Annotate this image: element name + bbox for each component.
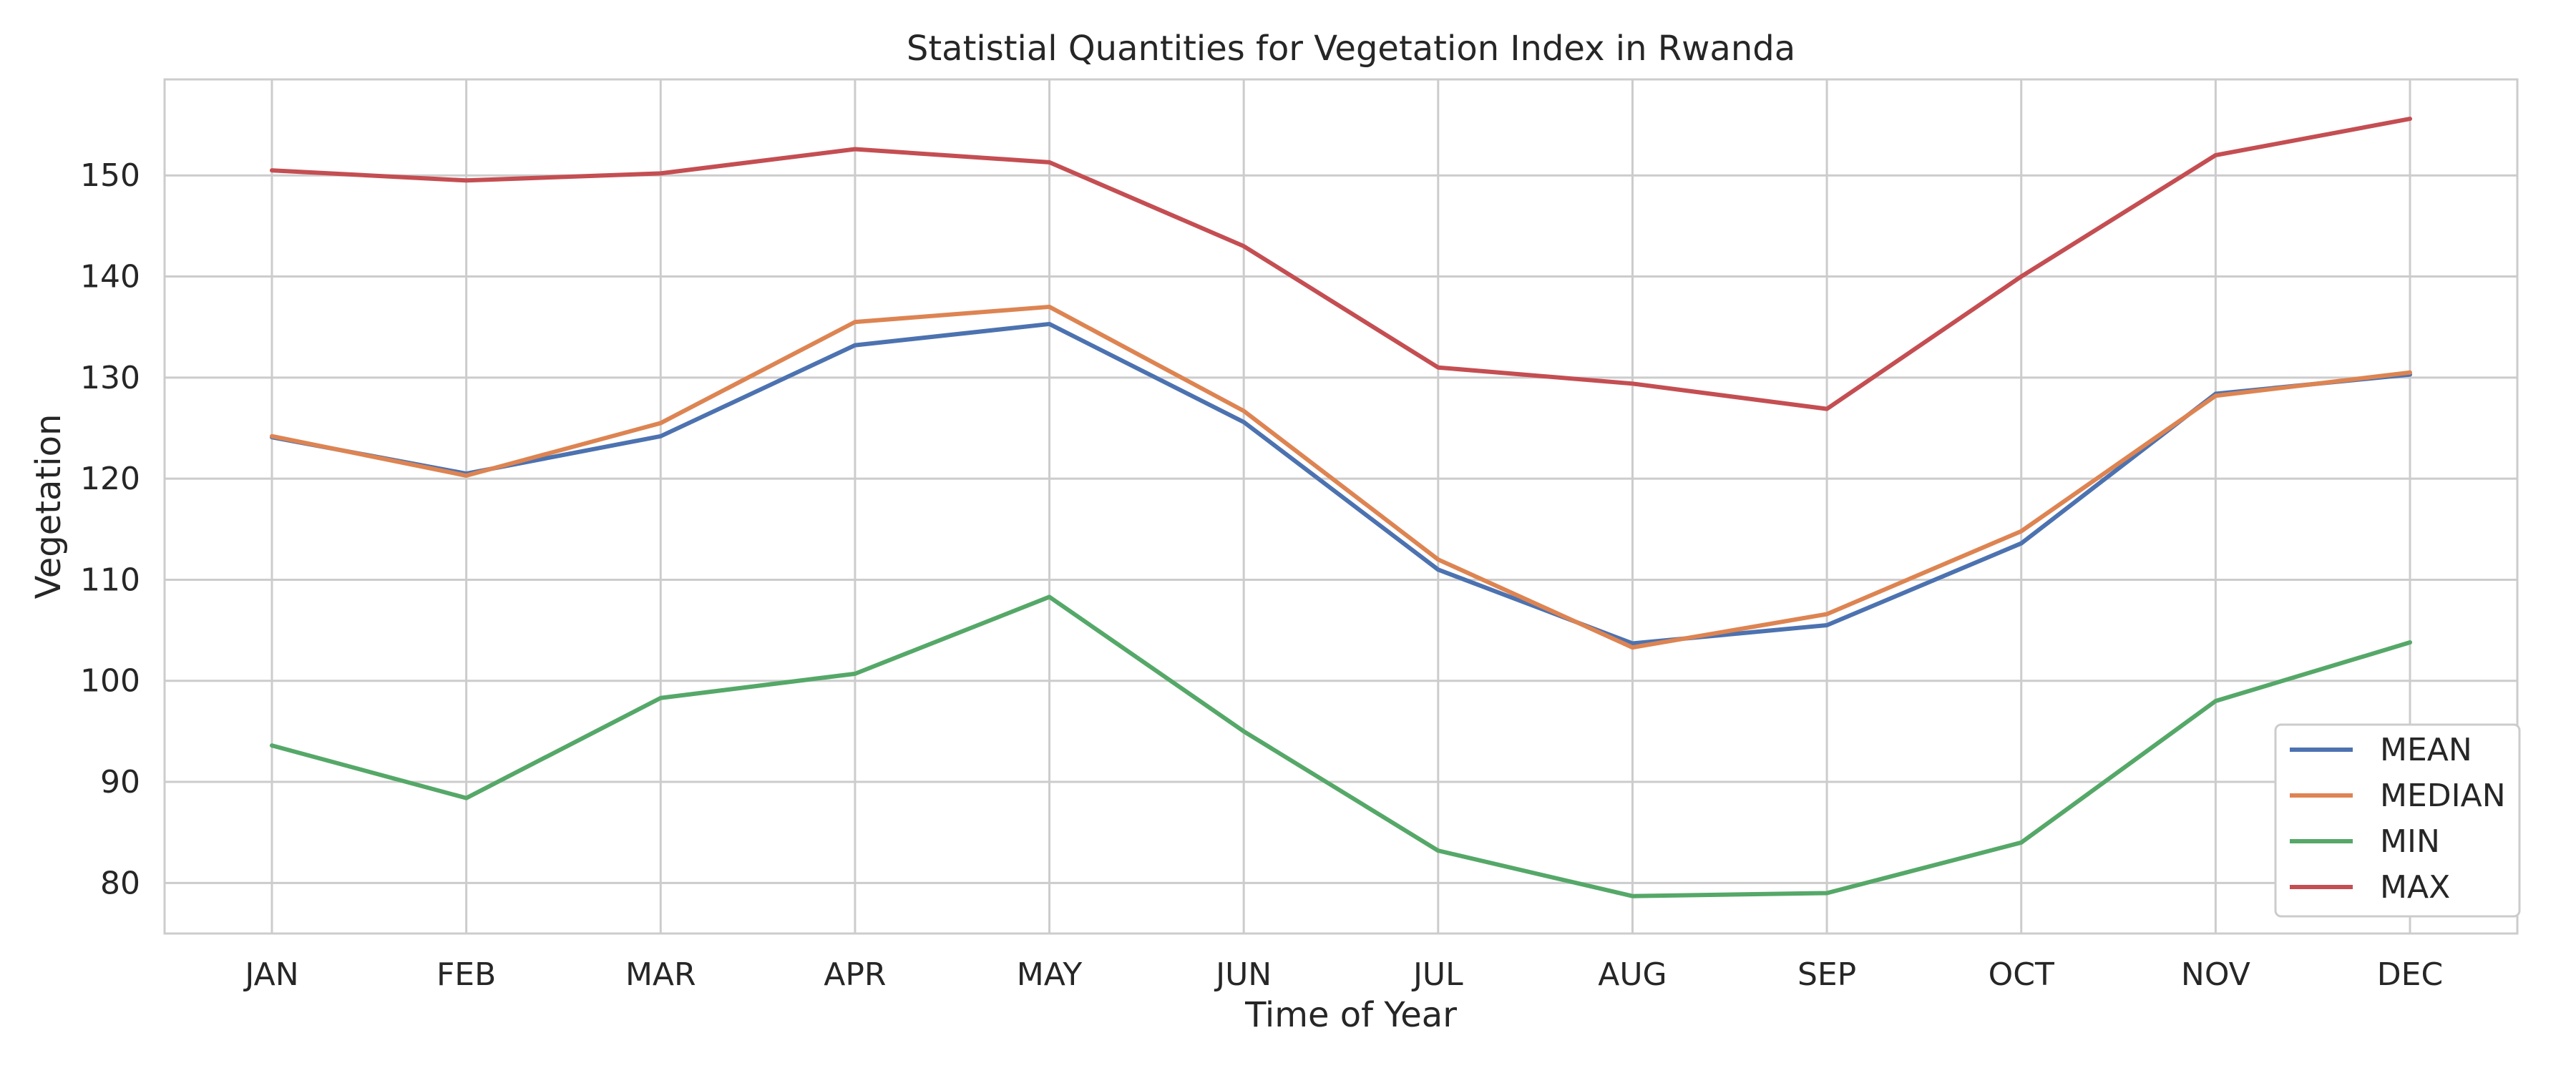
- legend-items: MEAN MEDIAN MIN MAX: [2290, 732, 2506, 906]
- legend-label: MEAN: [2380, 732, 2472, 768]
- y-tick-label: 80: [100, 865, 140, 901]
- x-tick-label: OCT: [1989, 956, 2054, 993]
- x-tick-label: DEC: [2377, 956, 2443, 993]
- legend-label: MIN: [2380, 823, 2440, 860]
- x-tick-label: JUL: [1411, 956, 1463, 993]
- x-tick-label: MAR: [625, 956, 696, 993]
- y-tick-label: 90: [100, 764, 140, 800]
- y-tick-label: 130: [80, 360, 140, 396]
- y-tick-label: 110: [80, 562, 140, 598]
- plot-frame: [163, 78, 2519, 935]
- y-tick-label: 120: [80, 461, 140, 497]
- series-line-median: [270, 304, 2412, 650]
- y-tick-label: 150: [80, 157, 140, 194]
- tick-layer: JAN FEB MAR APR MAY JUN JUL AUG SEP OCT NOV DEC 80 90…: [80, 157, 2443, 993]
- grid-layer: [165, 79, 2517, 934]
- chart-title: Statistial Quantities for Vegetation Ind…: [907, 29, 1795, 69]
- x-tick-label: MAY: [1017, 956, 1083, 993]
- x-tick-label: SEP: [1797, 956, 1856, 993]
- series-line-mean: [270, 321, 2412, 646]
- y-tick-label: 140: [80, 259, 140, 295]
- x-tick-label: APR: [824, 956, 886, 993]
- legend: MEAN MEDIAN MIN MAX: [2274, 723, 2521, 918]
- series-line-max: [270, 117, 2412, 411]
- x-tick-label: FEB: [436, 956, 496, 993]
- legend-box: [2274, 723, 2521, 918]
- x-tick-label: AUG: [1598, 956, 1667, 993]
- y-tick-label: 100: [80, 663, 140, 700]
- x-tick-label: JAN: [243, 956, 298, 993]
- series-line-min: [270, 594, 2412, 898]
- x-tick-label: JUN: [1214, 956, 1272, 993]
- x-tick-label: NOV: [2181, 956, 2250, 993]
- series-layer: [270, 117, 2412, 898]
- legend-label: MEDIAN: [2380, 778, 2506, 814]
- x-axis-label: Time of Year: [1244, 995, 1457, 1035]
- y-axis-label: Vegetation: [29, 414, 69, 599]
- legend-label: MAX: [2380, 869, 2450, 906]
